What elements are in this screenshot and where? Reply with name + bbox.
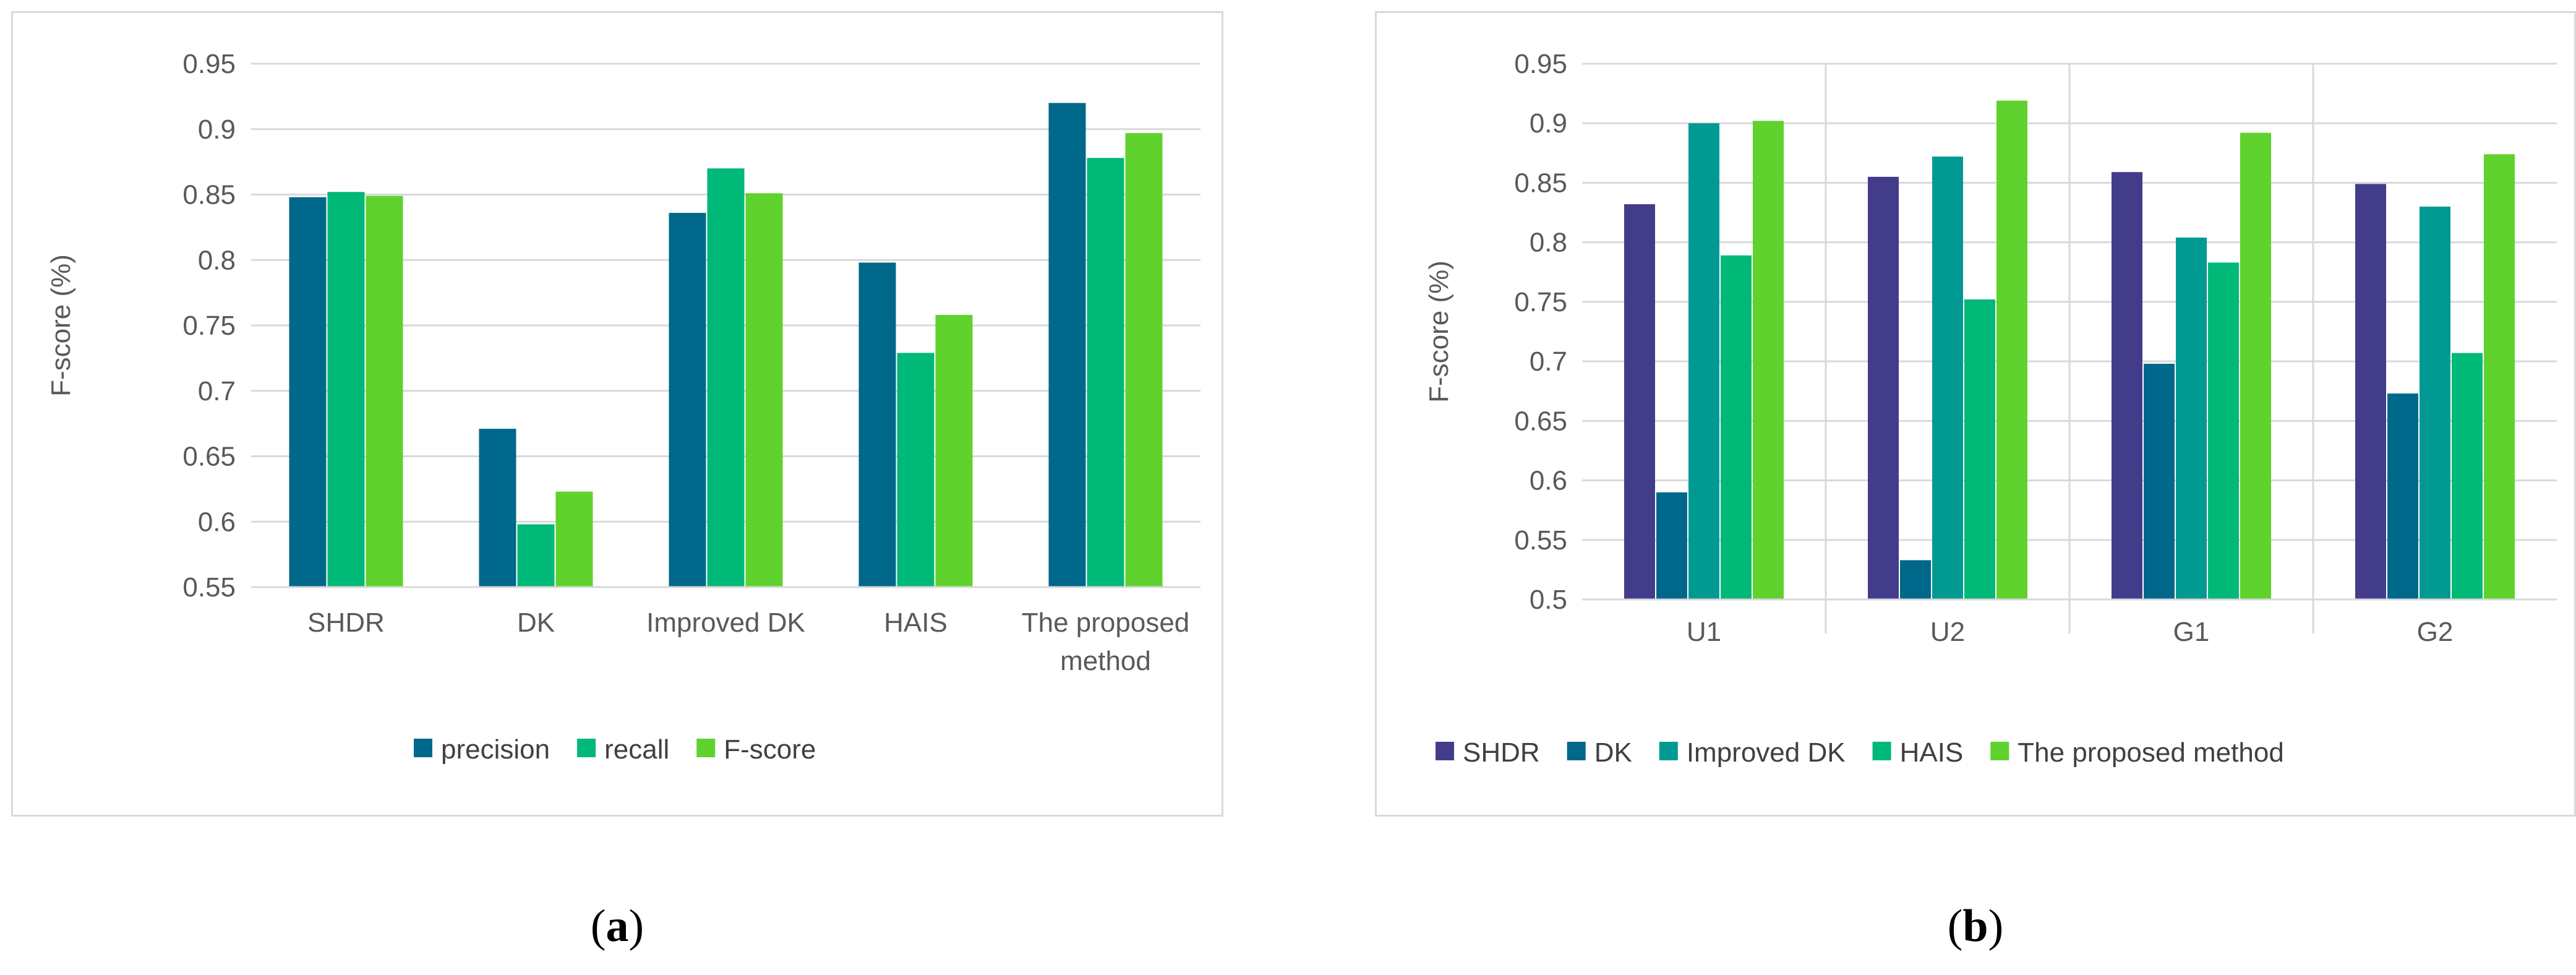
- legend-swatch-a-0: [414, 739, 432, 757]
- chart-panel-b: 0.5 0.55 0.6 0.65 0.7 0.75 0.8 0.85 0.9 0.95 F-sco…: [1375, 11, 2576, 817]
- bar-b-hais-0: [1721, 255, 1752, 599]
- caption-b: (b): [1947, 901, 2004, 951]
- bar-b-improved-dk-1: [1932, 157, 1963, 599]
- y-tick-label-a-5: 0.8: [198, 245, 236, 275]
- bar-b-shdr-1: [1868, 176, 1899, 599]
- y-axis-label-b: F-score (%): [1424, 260, 1454, 403]
- x-tick-label-a-4-line1: method: [1060, 646, 1151, 676]
- y-tick-label-b-5: 0.75: [1514, 287, 1567, 317]
- bar-b-the-proposed-method-1: [1996, 100, 2027, 599]
- y-tick-label-a-2: 0.65: [182, 442, 236, 472]
- legend-label-b-4: The proposed method: [2018, 737, 2284, 768]
- bar-a-precision-1: [479, 429, 516, 587]
- bar-b-dk-1: [1900, 560, 1931, 599]
- legend-swatch-b-3: [1872, 742, 1891, 760]
- y-tick-label-b-1: 0.55: [1514, 525, 1567, 556]
- y-tick-label-a-1: 0.6: [198, 507, 236, 537]
- y-tick-label-a-3: 0.7: [198, 376, 236, 406]
- y-tick-label-a-6: 0.85: [182, 180, 236, 210]
- legend-swatch-a-1: [577, 739, 596, 757]
- bar-b-dk-0: [1656, 492, 1687, 599]
- bar-b-improved-dk-0: [1688, 123, 1719, 599]
- y-tick-label-b-0: 0.5: [1530, 585, 1567, 615]
- legend-label-a-1: recall: [604, 734, 669, 765]
- bar-a-precision-3: [858, 262, 896, 588]
- x-tick-label-b-2: G1: [2173, 617, 2210, 647]
- bar-b-the-proposed-method-2: [2240, 132, 2271, 599]
- bar-b-hais-1: [1964, 299, 1995, 599]
- bar-a-f-score-2: [745, 193, 783, 587]
- x-tick-label-b-1: U2: [1930, 617, 1965, 647]
- y-tick-label-b-7: 0.85: [1514, 168, 1567, 198]
- bar-b-shdr-3: [2355, 184, 2386, 599]
- legend-label-b-1: DK: [1594, 737, 1632, 768]
- caption-b-letter: b: [1962, 901, 1988, 951]
- bar-b-dk-2: [2144, 363, 2175, 599]
- legend-label-b-2: Improved DK: [1687, 737, 1846, 768]
- bar-b-the-proposed-method-3: [2484, 154, 2515, 599]
- bar-a-f-score-0: [366, 195, 403, 587]
- bar-a-recall-1: [517, 524, 555, 587]
- legend-swatch-a-2: [696, 739, 716, 757]
- legend-label-a-0: precision: [441, 734, 550, 765]
- y-tick-label-b-9: 0.95: [1514, 49, 1567, 79]
- bar-b-the-proposed-method-0: [1753, 121, 1784, 599]
- y-tick-label-b-2: 0.6: [1530, 466, 1567, 496]
- legend-label-a-2: F-score: [724, 734, 816, 765]
- x-tick-label-b-3: G2: [2417, 617, 2454, 647]
- legend-swatch-b-4: [1990, 742, 2009, 760]
- y-tick-label-b-8: 0.9: [1530, 108, 1567, 139]
- x-tick-label-a-0: SHDR: [307, 608, 385, 638]
- bar-a-recall-3: [897, 353, 935, 587]
- x-tick-label-b-0: U1: [1687, 617, 1721, 647]
- chart-b-svg: 0.5 0.55 0.6 0.65 0.7 0.75 0.8 0.85 0.9 0.95 F-sco…: [1424, 49, 2557, 768]
- bar-b-improved-dk-2: [2176, 237, 2207, 600]
- legend-swatch-b-0: [1436, 742, 1454, 760]
- legend-swatch-b-1: [1567, 742, 1586, 760]
- bar-a-recall-2: [707, 168, 745, 587]
- y-tick-label-a-0: 0.55: [182, 572, 236, 603]
- y-tick-label-a-4: 0.75: [182, 311, 236, 341]
- legend-label-b-0: SHDR: [1463, 737, 1540, 768]
- x-tick-label-a-4-line0: The proposed: [1022, 608, 1190, 638]
- bar-b-hais-2: [2208, 262, 2239, 600]
- bar-a-precision-2: [669, 213, 706, 587]
- bar-a-precision-0: [289, 197, 327, 588]
- y-tick-label-a-8: 0.95: [182, 49, 236, 79]
- x-tick-label-a-1: DK: [517, 608, 555, 638]
- chart-panel-a: 0.55 0.6 0.65 0.7 0.75 0.8 0.85 0.9 0.95 F-score …: [11, 11, 1223, 817]
- bar-a-precision-4: [1048, 103, 1086, 587]
- x-tick-label-a-2: Improved DK: [646, 608, 805, 638]
- bar-a-f-score-1: [555, 491, 593, 587]
- caption-a: (a): [590, 901, 644, 951]
- y-tick-label-b-6: 0.8: [1530, 228, 1567, 258]
- x-tick-label-a-3: HAIS: [884, 608, 948, 638]
- y-axis-label-a: F-score (%): [46, 254, 76, 397]
- bar-a-f-score-4: [1125, 133, 1163, 588]
- chart-a-svg: 0.55 0.6 0.65 0.7 0.75 0.8 0.85 0.9 0.95 F-score …: [46, 49, 1200, 765]
- y-tick-label-b-3: 0.65: [1514, 406, 1567, 436]
- bar-a-recall-0: [327, 192, 365, 587]
- bar-b-hais-3: [2452, 353, 2483, 599]
- bar-a-recall-4: [1087, 158, 1124, 587]
- legend-swatch-b-2: [1659, 742, 1678, 760]
- y-tick-label-b-4: 0.7: [1530, 346, 1567, 377]
- bar-b-improved-dk-3: [2420, 206, 2450, 599]
- caption-a-letter: a: [605, 901, 629, 951]
- bar-b-dk-3: [2387, 393, 2418, 599]
- bar-b-shdr-2: [2112, 172, 2142, 599]
- y-tick-label-a-7: 0.9: [198, 114, 236, 145]
- bar-b-shdr-0: [1624, 204, 1655, 599]
- bar-a-f-score-3: [935, 315, 973, 587]
- legend-label-b-3: HAIS: [1900, 737, 1964, 768]
